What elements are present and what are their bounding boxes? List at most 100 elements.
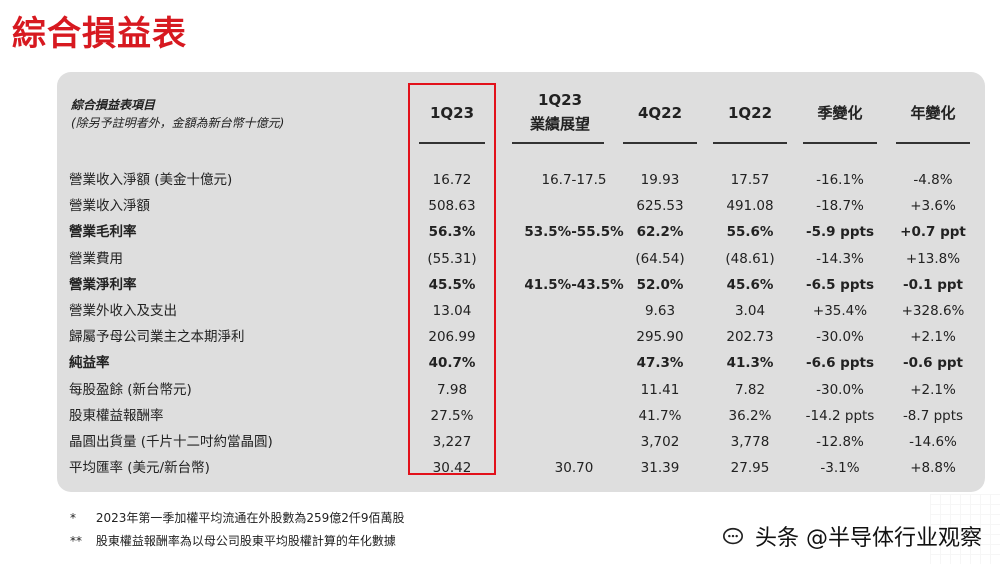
header-underline (512, 142, 604, 144)
column-header-1q22-text: 1Q22 (727, 104, 773, 122)
column-header-yoy: 年變化 (890, 102, 976, 123)
table-cell: +2.1% (910, 329, 956, 346)
table-cell: 56.3% (428, 224, 476, 241)
table-cell: 7.82 (734, 381, 766, 398)
column-header-yoy-text: 年變化 (910, 104, 956, 122)
table-row: 晶圓出貨量 (千片十二吋約當晶圓) 3,227 3,702 3,778 -12.8% -1… (57, 429, 985, 455)
row-label: 晶圓出貨量 (千片十二吋約當晶圓) (69, 434, 273, 450)
table-row: 營業外收入及支出 13.04 9.63 3.04 +35.4% +328.6% (57, 298, 985, 324)
column-header-4q22: 4Q22 (617, 104, 703, 122)
table-cell: -16.1% (816, 172, 864, 188)
table-cell: (55.31) (427, 250, 477, 267)
table-cell: 27.5% (430, 407, 474, 424)
table-cell: 11.41 (640, 381, 680, 398)
column-header-1q23-text: 1Q23 (429, 104, 475, 122)
column-header-guidance-line1: 1Q23 (537, 91, 583, 109)
income-statement-table: 綜合損益表項目 (除另予註明者外，金額為新台幣十億元) 1Q23 1Q23 業績… (57, 72, 985, 492)
table-cell: 40.7% (428, 355, 476, 372)
table-cell: -0.6 ppt (903, 355, 963, 372)
table-cell: 52.0% (636, 276, 684, 293)
row-label: 營業收入淨額 (美金十億元) (69, 172, 233, 188)
table-cell: 30.42 (432, 460, 472, 477)
table-cell: +328.6% (901, 303, 965, 319)
column-header-qoq: 季變化 (797, 102, 883, 123)
table-cell: +35.4% (812, 303, 868, 319)
chat-bubble-icon (723, 527, 743, 545)
column-header-guidance: 1Q23 業績展望 (505, 88, 615, 136)
header-underline (419, 142, 485, 144)
table-cell: 30.70 (554, 460, 594, 477)
row-label: 營業收入淨額 (69, 198, 150, 215)
table-row: 營業費用 (55.31) (64.54) (48.61) -14.3% +13.8% (57, 246, 985, 272)
table-cell: -14.2 ppts (805, 407, 875, 424)
table-cell: 7.98 (436, 381, 468, 398)
row-label: 歸屬予母公司業主之本期淨利 (69, 329, 245, 346)
table-cell: 41.5%-43.5% (524, 276, 624, 293)
column-header-1q23: 1Q23 (409, 104, 495, 122)
corner-grid-decoration (930, 494, 1000, 564)
table-cell: 55.6% (726, 224, 774, 241)
footnotes: * 2023年第一季加權平均流通在外股數為259億2仟9佰萬股 ** 股東權益報… (70, 507, 405, 553)
table-cell: 508.63 (428, 198, 476, 215)
table-cell: -14.6% (909, 434, 957, 450)
table-cell: -12.8% (816, 434, 864, 450)
table-row: 純益率 40.7% 47.3% 41.3% -6.6 ppts -0.6 ppt (57, 350, 985, 376)
table-cell: (48.61) (725, 250, 775, 267)
row-label: 營業毛利率 (69, 224, 137, 241)
table-cell: 16.7-17.5 (541, 172, 607, 188)
table-cell: 36.2% (728, 407, 772, 424)
table-cell: -0.1 ppt (903, 276, 963, 293)
table-cell: 41.3% (726, 355, 774, 372)
table-cell: 3,778 (730, 434, 770, 450)
table-row: 營業收入淨額 (美金十億元) 16.72 16.7-17.5 19.93 17.57 -1… (57, 167, 985, 193)
table-cell: 47.3% (636, 355, 684, 372)
income-statement-panel: 綜合損益表項目 (除另予註明者外，金額為新台幣十億元) 1Q23 1Q23 業績… (57, 72, 985, 492)
header-label-title: 綜合損益表項目 (71, 98, 156, 112)
table-row: 股東權益報酬率 27.5% 41.7% 36.2% -14.2 ppts -8.7 ppt… (57, 403, 985, 429)
table-cell: +8.8% (910, 460, 956, 477)
footnote: ** 股東權益報酬率為以母公司股東平均股權計算的年化數據 (70, 530, 405, 553)
row-label: 每股盈餘 (新台幣元) (69, 381, 192, 398)
column-header-qoq-text: 季變化 (817, 104, 863, 122)
header-underline (896, 142, 970, 144)
table-cell: -18.7% (816, 198, 864, 215)
table-cell: 625.53 (636, 198, 684, 215)
row-label: 純益率 (69, 355, 110, 372)
table-cell: (64.54) (635, 250, 685, 267)
table-cell: 16.72 (432, 172, 472, 188)
table-cell: +3.6% (910, 198, 956, 215)
table-row: 營業淨利率 45.5% 41.5%-43.5% 52.0% 45.6% -6.5 ppts… (57, 272, 985, 298)
1q23-highlight-box (408, 83, 496, 475)
table-cell: -6.6 ppts (805, 355, 875, 372)
column-header-4q22-text: 4Q22 (637, 104, 683, 122)
page-title: 綜合損益表 (12, 14, 187, 54)
row-label: 平均匯率 (美元/新台幣) (69, 460, 210, 477)
table-cell: -8.7 ppts (902, 407, 964, 424)
table-cell: +13.8% (905, 250, 961, 267)
table-cell: 202.73 (726, 329, 774, 346)
table-cell: 62.2% (636, 224, 684, 241)
footnote-text: 股東權益報酬率為以母公司股東平均股權計算的年化數據 (95, 534, 396, 548)
row-label: 營業費用 (69, 250, 123, 267)
table-cell: 491.08 (726, 198, 774, 215)
table-row: 每股盈餘 (新台幣元) 7.98 11.41 7.82 -30.0% +2.1% (57, 377, 985, 403)
table-cell: 53.5%-55.5% (524, 224, 624, 241)
table-cell: 3,227 (432, 434, 472, 450)
table-row: 歸屬予母公司業主之本期淨利 206.99 295.90 202.73 -30.0% +2.… (57, 324, 985, 350)
footnote-mark: * (70, 511, 76, 525)
table-cell: 31.39 (640, 460, 680, 477)
table-row: 營業收入淨額 508.63 625.53 491.08 -18.7% +3.6% (57, 193, 985, 219)
table-header-label: 綜合損益表項目 (除另予註明者外，金額為新台幣十億元) (71, 96, 284, 132)
table-cell: 295.90 (636, 329, 684, 346)
table-cell: 19.93 (640, 172, 680, 188)
header-label-note: (除另予註明者外，金額為新台幣十億元) (71, 116, 285, 130)
table-cell: -3.1% (820, 460, 860, 477)
table-cell: 17.57 (730, 172, 770, 188)
table-cell: -14.3% (816, 250, 864, 267)
footnote: * 2023年第一季加權平均流通在外股數為259億2仟9佰萬股 (70, 507, 405, 530)
table-row: 營業毛利率 56.3% 53.5%-55.5% 62.2% 55.6% -5.9 ppts… (57, 219, 985, 245)
column-header-guidance-line2: 業績展望 (529, 115, 590, 133)
table-cell: 27.95 (730, 460, 770, 477)
header-underline (803, 142, 877, 144)
watermark: 头条 @半导体行业观察 (722, 520, 982, 552)
